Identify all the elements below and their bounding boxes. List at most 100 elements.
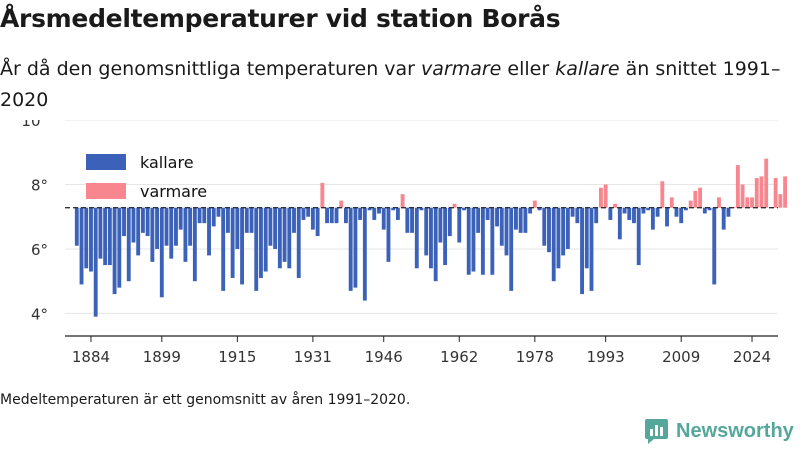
bar-1959 xyxy=(443,207,448,266)
bar-1904 xyxy=(183,207,188,262)
subtitle-text-1: År då den genomsnittliga temperaturen va… xyxy=(0,58,422,80)
bar-1978 xyxy=(532,200,537,208)
bar-1973 xyxy=(509,207,514,291)
bar-2021 xyxy=(735,165,740,208)
x-tick-label: 1962 xyxy=(440,348,478,366)
bar-1979 xyxy=(537,207,542,211)
chart-axes: 4° 6° 8° 10° 1884 1899 1915 1931 1946 1962 1978 199… xyxy=(21,120,778,366)
bar-1990 xyxy=(589,207,594,291)
bar-1919 xyxy=(254,207,259,291)
bar-1960 xyxy=(447,207,452,237)
bar-1931 xyxy=(310,207,315,230)
bar-2007 xyxy=(669,197,674,208)
bar-2013 xyxy=(698,187,703,208)
bar-1987 xyxy=(575,207,580,224)
bar-1999 xyxy=(632,207,636,224)
bar-1986 xyxy=(570,207,575,217)
bar-2005 xyxy=(660,181,665,208)
bar-1910 xyxy=(211,207,216,227)
bar-2012 xyxy=(693,190,698,208)
brand-logo: Newsworthy xyxy=(644,418,794,445)
bar-1982 xyxy=(551,207,556,282)
bar-1992 xyxy=(598,187,603,208)
y-tick-label: 6° xyxy=(31,241,48,259)
x-tick-label: 1931 xyxy=(294,348,332,366)
bar-2031 xyxy=(783,176,788,208)
bar-1977 xyxy=(528,207,533,214)
bar-2017 xyxy=(717,197,721,208)
bar-1899 xyxy=(159,207,164,298)
bar-1911 xyxy=(216,207,221,217)
bar-1896 xyxy=(145,207,150,237)
bar-1885 xyxy=(93,207,98,317)
bar-1924 xyxy=(277,207,282,269)
legend-label-varmare: varmare xyxy=(140,182,207,201)
bar-1943 xyxy=(367,207,372,211)
bar-1912 xyxy=(221,207,226,291)
bar-2003 xyxy=(650,207,655,230)
bar-1934 xyxy=(325,207,329,224)
bar-1883 xyxy=(84,207,89,269)
bar-2000 xyxy=(636,207,641,266)
bar-1953 xyxy=(414,207,419,269)
bar-2004 xyxy=(655,207,660,217)
bar-1923 xyxy=(273,207,278,249)
x-tick-label: 1978 xyxy=(516,348,554,366)
x-tick-label: 1946 xyxy=(365,348,403,366)
bar-1884 xyxy=(89,207,93,272)
bar-1947 xyxy=(386,207,391,262)
bar-1948 xyxy=(391,207,396,211)
bar-1933 xyxy=(320,182,325,208)
bar-1915 xyxy=(235,207,240,249)
bar-1994 xyxy=(608,207,613,220)
bar-1969 xyxy=(490,207,495,275)
temperature-bar-chart: 4° 6° 8° 10° 1884 1899 1915 1931 1946 1962 1978 199… xyxy=(21,120,788,366)
bar-1927 xyxy=(292,207,296,233)
bar-1991 xyxy=(594,207,599,224)
bar-2002 xyxy=(646,207,651,211)
bar-2026 xyxy=(759,176,764,208)
bar-1954 xyxy=(419,207,424,211)
bar-1913 xyxy=(225,207,230,233)
bar-1967 xyxy=(480,207,485,275)
bar-1891 xyxy=(122,207,126,237)
bar-1936 xyxy=(334,207,339,224)
bar-1957 xyxy=(433,207,438,282)
bar-1956 xyxy=(429,207,433,269)
bar-1970 xyxy=(495,207,499,227)
bar-1966 xyxy=(476,207,481,233)
bar-1942 xyxy=(362,207,367,301)
bar-1905 xyxy=(188,207,193,246)
bar-1909 xyxy=(207,207,211,256)
footnote: Medeltemperaturen är ett genomsnitt av å… xyxy=(0,392,411,408)
bar-1907 xyxy=(197,207,202,224)
bar-1964 xyxy=(466,207,471,275)
bar-2029 xyxy=(773,178,778,208)
bar-1958 xyxy=(438,207,443,243)
x-tick-label: 2009 xyxy=(662,348,700,366)
bar-1950 xyxy=(400,194,405,208)
newsworthy-logo-icon xyxy=(645,419,668,444)
bar-1995 xyxy=(613,203,618,208)
bar-1997 xyxy=(622,207,627,214)
bar-1965 xyxy=(471,207,476,272)
bar-1949 xyxy=(395,207,400,220)
subtitle-warm-word: varmare xyxy=(421,58,502,80)
bar-1998 xyxy=(627,207,632,220)
bar-2030 xyxy=(778,194,783,208)
bar-1901 xyxy=(169,207,174,259)
bar-2008 xyxy=(674,207,679,217)
bar-1968 xyxy=(485,207,490,220)
bar-1895 xyxy=(140,207,145,233)
bar-1946 xyxy=(381,207,386,230)
bar-1898 xyxy=(155,207,160,249)
x-tick-label: 1884 xyxy=(72,348,110,366)
bar-1894 xyxy=(136,207,141,256)
bar-1975 xyxy=(518,207,523,233)
bar-1890 xyxy=(117,207,122,288)
bar-1917 xyxy=(244,207,249,233)
bar-2010 xyxy=(683,207,688,211)
bar-1945 xyxy=(377,207,381,214)
bar-1886 xyxy=(98,207,103,259)
bar-1887 xyxy=(103,207,108,266)
